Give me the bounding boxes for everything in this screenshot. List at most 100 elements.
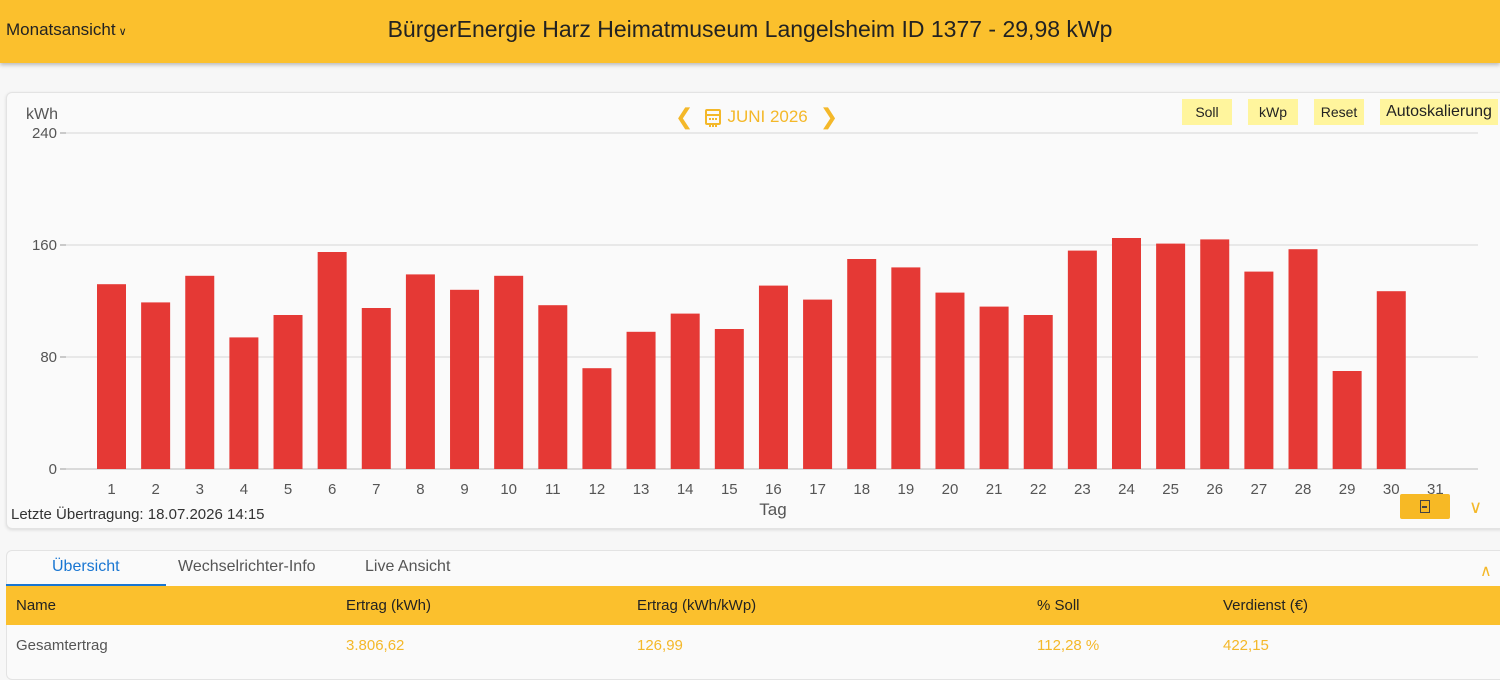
bar-day-25 xyxy=(1156,243,1186,469)
bar-day-11 xyxy=(538,305,568,469)
x-tick-label: 6 xyxy=(328,481,336,498)
bar-day-22 xyxy=(1023,315,1053,469)
bar-day-29 xyxy=(1332,371,1362,469)
bar-day-3 xyxy=(185,275,215,469)
bar-day-24 xyxy=(1111,238,1141,469)
tab-wechselrichter-info[interactable]: Wechselrichter-Info xyxy=(178,558,316,575)
x-tick-label: 16 xyxy=(765,481,782,498)
y-tick-label: 240 xyxy=(32,125,57,142)
table-cell-ertrag-kwh: 3.806,62 xyxy=(346,637,405,654)
month-picker[interactable]: JUNI 2026 xyxy=(705,107,808,127)
autoscale-button[interactable]: Autoskalierung xyxy=(1380,99,1498,125)
bar-day-1 xyxy=(97,284,126,469)
view-mode-label: Monatsansicht xyxy=(6,20,116,39)
bar-day-10 xyxy=(494,275,524,469)
x-tick-label: 30 xyxy=(1383,481,1400,498)
bar-day-6 xyxy=(317,252,347,469)
x-tick-label: 18 xyxy=(853,481,870,498)
x-tick-label: 4 xyxy=(240,481,248,498)
table-cell-soll-percent: 112,28 % xyxy=(1037,637,1100,654)
view-mode-dropdown[interactable]: Monatsansicht ∨ xyxy=(6,20,127,40)
column-header-verdienst: Verdienst (€) xyxy=(1223,597,1309,614)
next-month-button[interactable]: ❯ xyxy=(819,104,839,129)
x-tick-label: 13 xyxy=(633,481,650,498)
x-tick-label: 21 xyxy=(986,481,1003,498)
x-tick-label: 23 xyxy=(1074,481,1091,498)
y-tick-label: 0 xyxy=(49,461,57,478)
active-tab-indicator xyxy=(6,584,166,586)
bar-day-15 xyxy=(714,329,744,469)
bar-day-30 xyxy=(1376,291,1406,469)
bar-day-20 xyxy=(935,292,965,469)
x-tick-label: 15 xyxy=(721,481,738,498)
bar-day-28 xyxy=(1288,249,1318,469)
x-tick-label: 19 xyxy=(897,481,914,498)
table-cell-verdienst: 422,15 xyxy=(1223,637,1269,654)
x-tick-label: 9 xyxy=(460,481,468,498)
bar-day-8 xyxy=(405,274,435,469)
table-cell-name: Gesamtertrag xyxy=(16,637,108,654)
bar-day-4 xyxy=(229,337,259,469)
tab-uebersicht[interactable]: Übersicht xyxy=(52,558,120,575)
bar-day-7 xyxy=(361,308,391,469)
table-header xyxy=(6,586,1500,625)
month-label: JUNI 2026 xyxy=(727,107,808,126)
bar-day-27 xyxy=(1244,271,1274,469)
bar-day-21 xyxy=(979,306,1009,469)
x-tick-label: 24 xyxy=(1118,481,1135,498)
x-axis-label: Tag xyxy=(759,500,786,519)
y-axis-label: kWh xyxy=(26,106,58,123)
x-tick-label: 11 xyxy=(545,481,561,498)
chevron-down-icon: ∨ xyxy=(118,26,127,38)
column-header-name: Name xyxy=(16,597,57,614)
bar-day-23 xyxy=(1067,250,1097,469)
x-tick-label: 28 xyxy=(1295,481,1312,498)
x-tick-label: 3 xyxy=(196,481,204,498)
chevron-down-icon[interactable]: ∨ xyxy=(1469,497,1483,517)
x-tick-label: 14 xyxy=(677,481,694,498)
x-tick-label: 31 xyxy=(1427,481,1444,498)
month-navigator: ❮ JUNI 2026 ❯ xyxy=(675,104,838,130)
x-tick-label: 25 xyxy=(1162,481,1179,498)
x-tick-label: 22 xyxy=(1030,481,1047,498)
bar-day-18 xyxy=(847,259,877,469)
x-tick-label: 1 xyxy=(107,481,115,498)
column-header-ertrag-kwh: Ertrag (kWh) xyxy=(346,597,432,614)
bar-day-26 xyxy=(1200,239,1230,469)
bar-day-5 xyxy=(273,315,303,469)
document-export-icon xyxy=(1420,500,1430,513)
x-tick-label: 12 xyxy=(589,481,606,498)
export-button[interactable] xyxy=(1400,494,1450,519)
bar-day-16 xyxy=(758,285,788,469)
soll-toggle-button[interactable]: Soll xyxy=(1182,99,1232,125)
page-title: BürgerEnergie Harz Heimatmuseum Langelsh… xyxy=(387,16,1113,42)
top-bar: Monatsansicht ∨ BürgerEnergie Harz Heimat… xyxy=(0,0,1500,63)
x-tick-label: 8 xyxy=(416,481,424,498)
tab-live-ansicht[interactable]: Live Ansicht xyxy=(365,558,451,575)
y-tick-label: 160 xyxy=(32,237,57,254)
column-header-soll-percent: % Soll xyxy=(1037,597,1080,614)
x-tick-label: 26 xyxy=(1206,481,1223,498)
bar-day-14 xyxy=(670,313,700,469)
calendar-icon xyxy=(705,109,722,127)
x-tick-label: 2 xyxy=(151,481,159,498)
kwp-toggle-button[interactable]: kWp xyxy=(1248,99,1298,125)
x-tick-label: 10 xyxy=(500,481,517,498)
x-tick-label: 27 xyxy=(1251,481,1268,498)
last-transfer-text: Letzte Übertragung: 18.07.2026 14:15 xyxy=(11,506,265,523)
bar-day-19 xyxy=(891,267,921,469)
chevron-up-icon[interactable]: ∧ xyxy=(1480,563,1492,580)
x-tick-label: 17 xyxy=(809,481,826,498)
bar-day-2 xyxy=(141,302,171,469)
table-cell-ertrag-kwh-kwp: 126,99 xyxy=(637,637,683,654)
reset-button[interactable]: Reset xyxy=(1314,99,1364,125)
bar-day-13 xyxy=(626,331,656,469)
bar-day-17 xyxy=(803,299,833,469)
bar-day-9 xyxy=(450,289,480,469)
prev-month-button[interactable]: ❮ xyxy=(675,104,694,129)
x-tick-label: 29 xyxy=(1339,481,1356,498)
column-header-ertrag-kwh-kwp: Ertrag (kWh/kWp) xyxy=(637,597,757,614)
bar-day-12 xyxy=(582,368,612,469)
x-tick-label: 20 xyxy=(942,481,959,498)
